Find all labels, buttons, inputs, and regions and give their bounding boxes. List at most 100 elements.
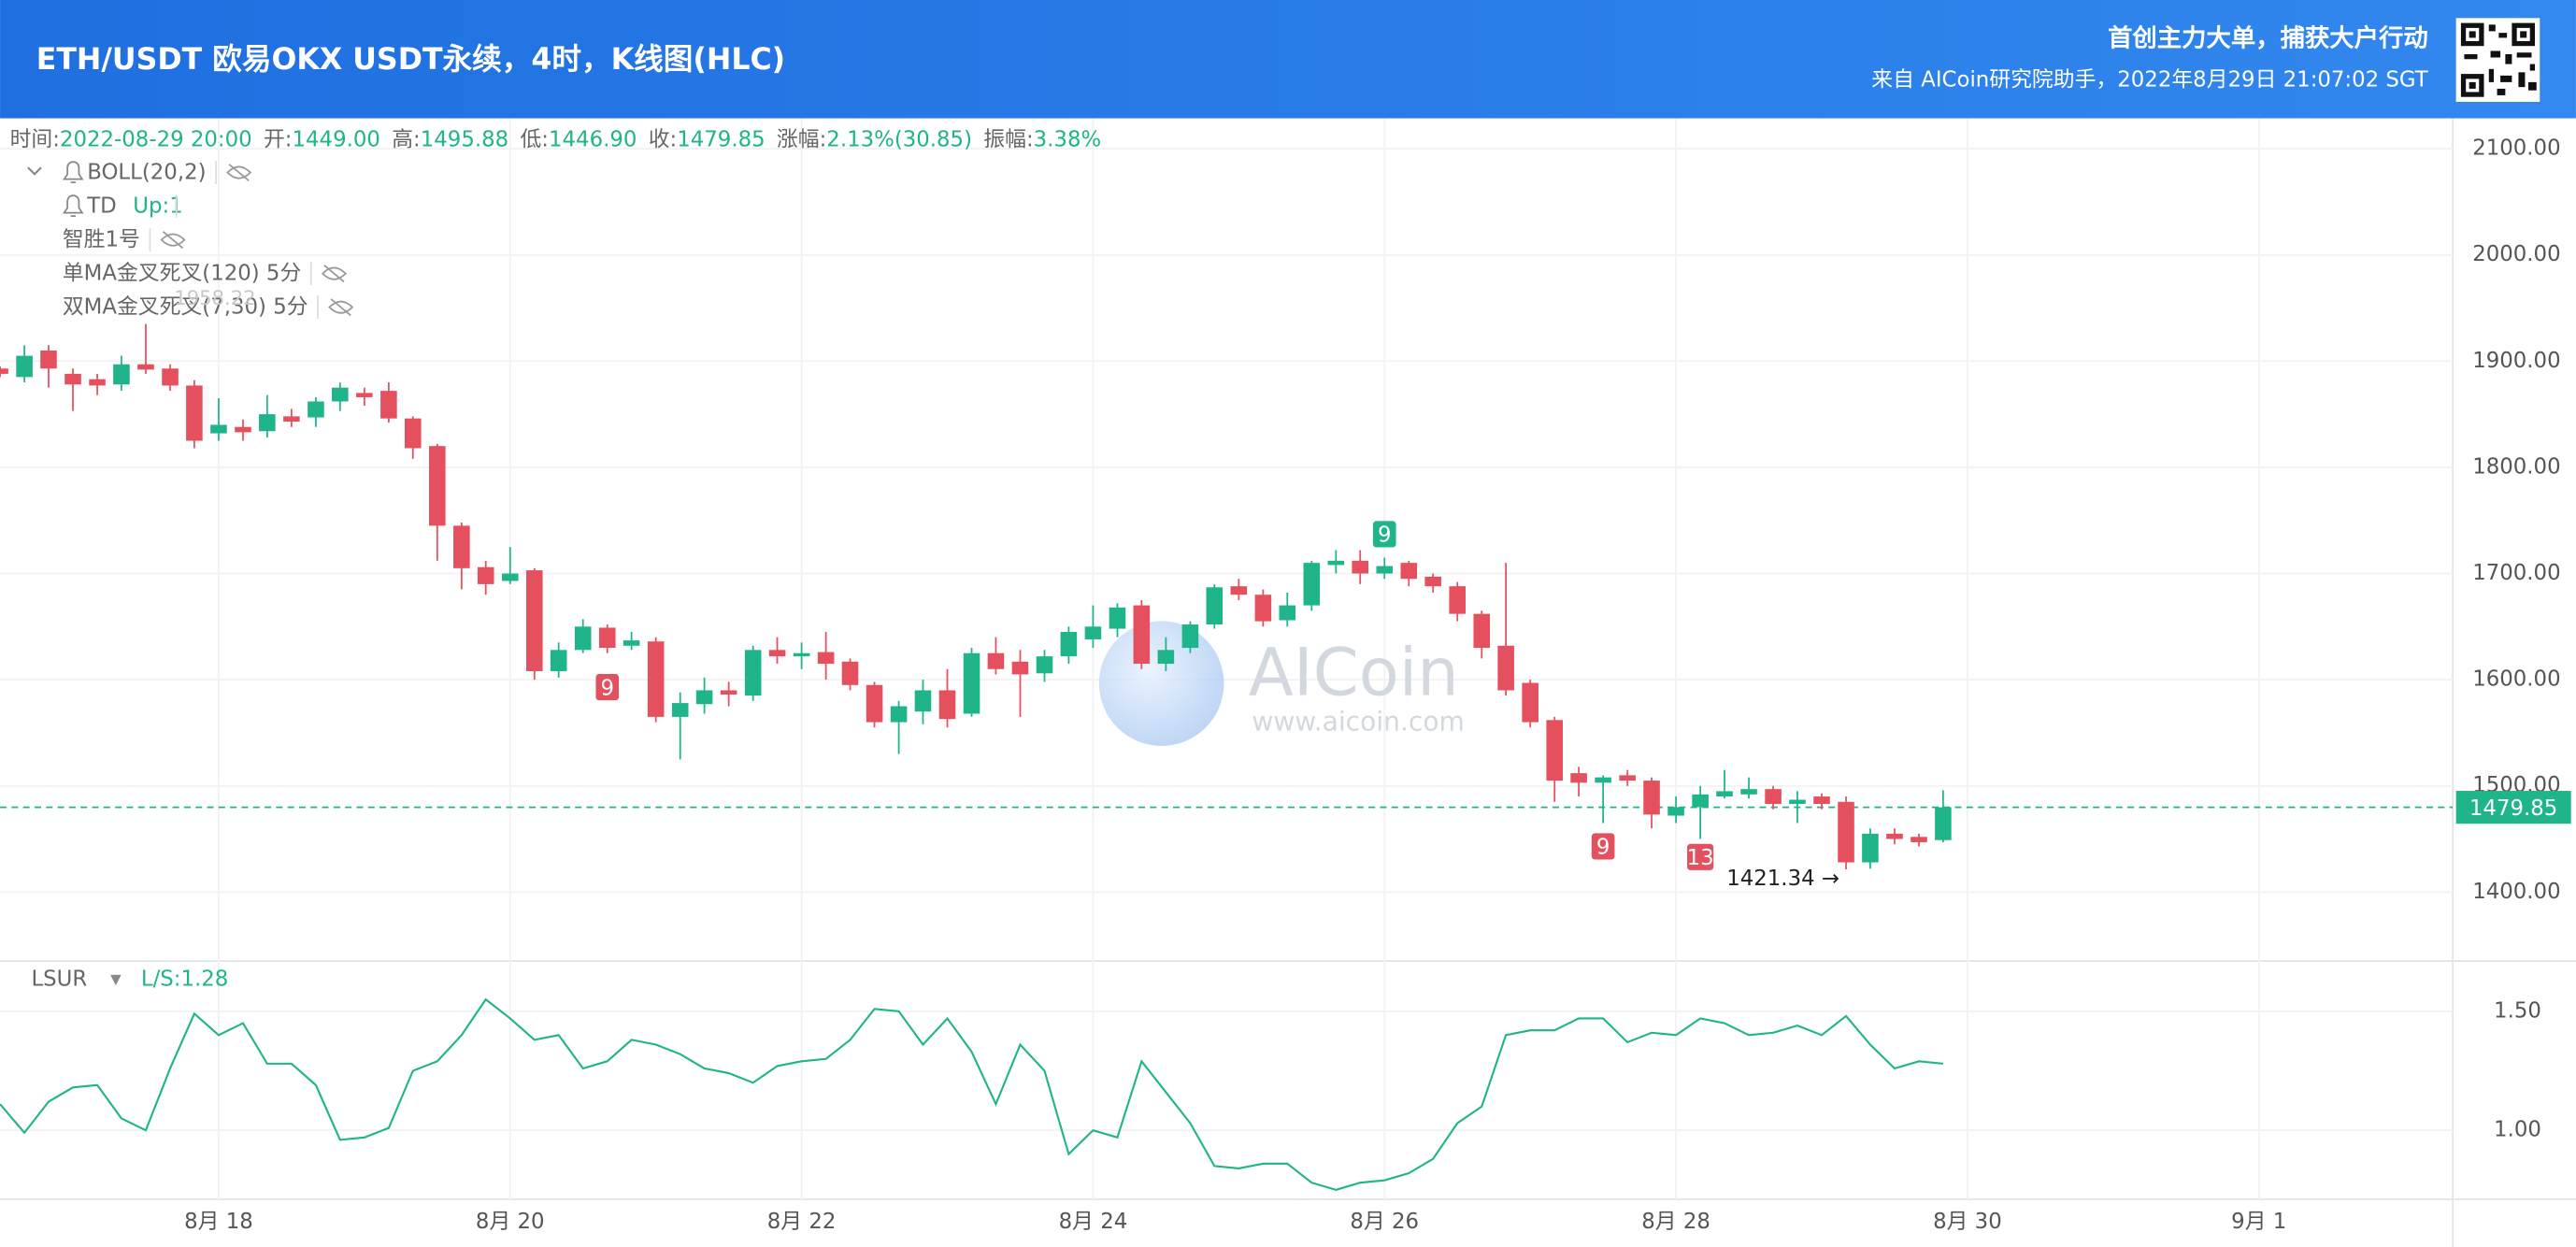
candle-body bbox=[744, 650, 762, 696]
candle-body bbox=[64, 373, 81, 385]
sub-tick-label: 1.00 bbox=[2494, 1118, 2541, 1142]
sub-legend: LSUR ▾ L/S:1.28 bbox=[31, 967, 228, 991]
candle-body bbox=[210, 424, 227, 434]
candle-body bbox=[1157, 650, 1175, 665]
candle-body bbox=[186, 385, 203, 441]
info-value: 1479.85 bbox=[677, 127, 765, 151]
info-label: 时间: bbox=[10, 127, 60, 151]
candle-body bbox=[501, 573, 519, 581]
x-tick-label: 8月 24 bbox=[1059, 1210, 1128, 1234]
indicator-label: 智胜1号 bbox=[63, 227, 140, 251]
info-label: 振幅: bbox=[983, 127, 1033, 151]
candle-body bbox=[113, 364, 130, 385]
candle-body bbox=[332, 387, 349, 402]
candle-body bbox=[1619, 775, 1636, 781]
candle-body bbox=[259, 414, 276, 432]
sub-tick-label: 1.50 bbox=[2494, 998, 2541, 1023]
td-marker bbox=[1372, 521, 1396, 548]
candle-body bbox=[866, 684, 883, 723]
candle-body bbox=[1862, 833, 1879, 863]
x-tick-label: 8月 30 bbox=[1933, 1210, 2002, 1234]
candle-body bbox=[40, 350, 57, 369]
candle-body bbox=[308, 401, 324, 418]
candle-body bbox=[1133, 605, 1151, 665]
y-tick-label: 1700.00 bbox=[2472, 561, 2560, 585]
info-label: 开: bbox=[264, 127, 293, 151]
last-price-label: 1479.85 bbox=[2469, 796, 2557, 821]
candle-body bbox=[1352, 560, 1369, 574]
sub-name: LSUR bbox=[31, 967, 87, 991]
info-label: 高: bbox=[392, 127, 421, 151]
indicator-name: TD bbox=[86, 194, 117, 218]
candle-body bbox=[380, 391, 397, 419]
candle-body bbox=[283, 416, 300, 423]
indicator-name: 智胜1号 bbox=[63, 227, 140, 251]
watermark-name: AICoin bbox=[1249, 635, 1459, 711]
candle-body bbox=[1230, 586, 1248, 595]
x-tick-label: 8月 18 bbox=[184, 1210, 253, 1234]
eye-icon[interactable] bbox=[321, 265, 347, 283]
candle-body bbox=[1473, 613, 1491, 649]
candle-body bbox=[647, 641, 665, 717]
candle-body bbox=[938, 690, 956, 720]
plot-layer bbox=[0, 323, 2454, 1191]
lsur-line bbox=[0, 997, 1943, 1191]
x-tick-label: 8月 22 bbox=[767, 1210, 837, 1234]
indicator-name: 双MA金叉死叉(7,30) 5分 bbox=[63, 294, 308, 319]
eye-icon[interactable] bbox=[226, 164, 252, 182]
candle-body bbox=[1060, 631, 1078, 657]
candle-body bbox=[453, 525, 470, 568]
info-value: 2022-08-29 20:00 bbox=[60, 127, 252, 151]
header-title: ETH/USDT 欧易OKX USDT永续，4时，K线图(HLC) bbox=[36, 43, 785, 77]
eye-slash bbox=[228, 164, 250, 182]
candle-body bbox=[671, 703, 689, 717]
candle-body bbox=[1740, 789, 1757, 795]
low-label: 1421.34 → bbox=[1726, 867, 1839, 891]
candle-body bbox=[1716, 791, 1733, 797]
x-tick-label: 9月 1 bbox=[2231, 1210, 2286, 1234]
candle-body bbox=[1424, 576, 1441, 587]
td-marker bbox=[1591, 833, 1615, 860]
watermark-url: www.aicoin.com bbox=[1252, 706, 1465, 737]
candle-body bbox=[1279, 605, 1296, 621]
sub-legend-label: L/S: bbox=[141, 967, 181, 991]
x-tick-label: 8月 26 bbox=[1350, 1210, 1419, 1234]
indicator-name: BOLL(20,2) bbox=[87, 160, 206, 184]
eye-icon[interactable] bbox=[328, 298, 354, 317]
candle-body bbox=[598, 627, 616, 649]
indicator-label: 双MA金叉死叉(7,30) 5分 bbox=[63, 294, 308, 319]
info-value: 2.13%(30.85) bbox=[826, 127, 972, 151]
info-label: 涨幅: bbox=[777, 127, 826, 151]
candle-body bbox=[963, 652, 980, 714]
qr-code bbox=[2455, 18, 2540, 102]
dropdown-icon[interactable]: ▾ bbox=[110, 967, 122, 991]
candle-body bbox=[1667, 807, 1684, 816]
collapse-icon[interactable] bbox=[27, 166, 42, 176]
candle-body bbox=[89, 379, 106, 386]
td-marker bbox=[1687, 843, 1714, 870]
candle-body bbox=[1886, 833, 1903, 839]
indicator-label: TD Up:1 bbox=[86, 194, 183, 218]
candle-body bbox=[574, 626, 592, 651]
indicator-label: 单MA金叉死叉(120) 5分 bbox=[63, 261, 301, 285]
candle-body bbox=[817, 652, 835, 665]
candle-body bbox=[1206, 587, 1224, 625]
candle-body bbox=[1765, 789, 1782, 805]
y-tick-label: 1600.00 bbox=[2472, 667, 2560, 692]
indicator-value: Up:1 bbox=[133, 194, 182, 218]
candle-body bbox=[1449, 586, 1467, 614]
candle-body bbox=[162, 368, 179, 386]
info-value: 1449.00 bbox=[293, 127, 380, 151]
info-label: 低: bbox=[520, 127, 549, 151]
info-label: 收: bbox=[649, 127, 678, 151]
eye-icon[interactable] bbox=[160, 231, 186, 250]
candle-body bbox=[914, 690, 932, 712]
candle-body bbox=[695, 690, 713, 705]
candle-body bbox=[16, 355, 33, 378]
watermark: AICoin www.aicoin.com bbox=[1098, 621, 1465, 746]
info-value: 3.38% bbox=[1034, 127, 1102, 151]
info-value: 1446.90 bbox=[549, 127, 637, 151]
td-marker-label: 9 bbox=[1596, 836, 1610, 860]
candle-body bbox=[1789, 799, 1806, 805]
